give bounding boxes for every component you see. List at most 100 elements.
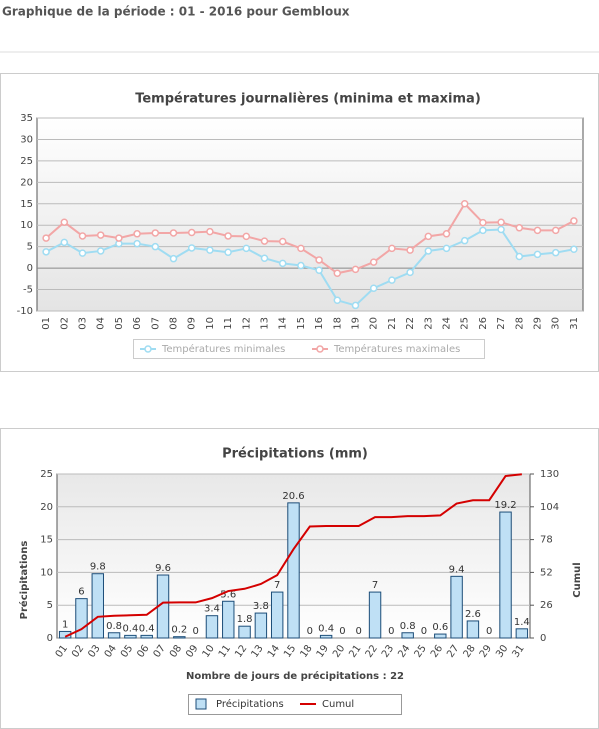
x-tick-label: 27 xyxy=(496,317,507,330)
chart-title: Précipitations (mm) xyxy=(222,447,368,462)
point xyxy=(42,248,50,256)
value-label: 3.8 xyxy=(253,601,269,612)
x-tick-label: 22 xyxy=(405,317,416,330)
point xyxy=(115,234,123,242)
cumul-line xyxy=(64,473,522,638)
bar xyxy=(466,620,480,639)
point xyxy=(297,261,305,270)
value-label: 0.4 xyxy=(139,623,155,634)
point xyxy=(533,250,542,259)
value-label: 0 xyxy=(339,626,345,637)
value-label: 7 xyxy=(372,580,378,591)
legend-label: Températures maximales xyxy=(333,343,460,355)
bar xyxy=(515,628,529,639)
bar xyxy=(450,575,463,639)
point xyxy=(96,231,105,239)
x-tick-label: 04 xyxy=(96,317,107,330)
y-tick-label: 35 xyxy=(20,113,33,124)
point xyxy=(442,230,451,238)
bar xyxy=(254,612,268,639)
point xyxy=(187,228,196,237)
x-tick-label: 28 xyxy=(514,317,525,330)
legend-symbol xyxy=(144,345,152,353)
x-tick-label: 07 xyxy=(150,317,161,330)
bar xyxy=(499,511,512,639)
y-tick-label: -5 xyxy=(23,285,33,296)
point xyxy=(224,248,232,256)
point xyxy=(551,226,560,235)
x-tick-label: 29 xyxy=(533,317,544,330)
bar xyxy=(91,573,104,639)
point xyxy=(351,265,360,274)
point xyxy=(260,254,269,262)
x-tick-label: 06 xyxy=(132,317,143,330)
value-label: 0.8 xyxy=(400,621,416,632)
y-tick-label: 15 xyxy=(20,199,33,210)
page-title: Graphique de la période : 01 - 2016 pour… xyxy=(2,5,350,19)
legend-label: Cumul xyxy=(322,699,354,710)
point xyxy=(96,247,105,255)
point xyxy=(78,249,87,257)
x-tick-label: 11 xyxy=(223,317,234,330)
legend-symbol xyxy=(195,698,207,710)
bar xyxy=(401,632,414,639)
point xyxy=(133,230,141,238)
point xyxy=(388,244,396,253)
x-tick-label: 19 xyxy=(351,317,362,330)
point xyxy=(169,254,178,263)
bar xyxy=(287,502,300,639)
plot-area xyxy=(36,117,584,312)
value-label: 9.8 xyxy=(90,562,106,573)
point xyxy=(515,252,524,261)
x-tick-label: 05 xyxy=(114,317,125,330)
bar xyxy=(140,634,153,639)
legend-box xyxy=(133,339,485,359)
bar xyxy=(238,625,251,639)
y-tick-label: 25 xyxy=(20,156,33,167)
y-tick-label: 20 xyxy=(40,502,53,513)
value-label: 1.8 xyxy=(237,614,253,625)
point xyxy=(206,246,214,254)
value-label: 3.4 xyxy=(204,604,220,615)
point xyxy=(78,232,87,240)
point xyxy=(460,236,469,245)
point xyxy=(151,242,160,251)
value-label: 9.4 xyxy=(449,564,465,575)
x-tick-label: 12 xyxy=(241,317,252,330)
value-label: 0.2 xyxy=(171,625,187,636)
bar xyxy=(107,632,121,639)
x-tick-label: 16 xyxy=(314,317,325,330)
y-tick-label: 5 xyxy=(27,242,33,253)
point xyxy=(424,232,433,241)
point xyxy=(388,276,396,284)
point xyxy=(369,258,378,266)
point xyxy=(497,218,505,226)
bar xyxy=(75,598,88,639)
point xyxy=(442,244,451,253)
y-tick-label: 15 xyxy=(40,535,53,546)
point xyxy=(515,224,524,232)
y-tick-label: 10 xyxy=(40,567,53,578)
bar xyxy=(205,615,219,639)
point xyxy=(206,227,214,236)
x-tick-label: 02 xyxy=(59,317,70,330)
x-tick-label: 21 xyxy=(387,317,398,330)
point xyxy=(497,225,505,234)
value-label: 5.6 xyxy=(220,589,236,600)
bar xyxy=(368,591,382,639)
point xyxy=(315,256,323,264)
x-tick-label: 01 xyxy=(41,317,52,330)
x-tick-label: 24 xyxy=(442,317,453,330)
x-tick-label: 10 xyxy=(205,317,216,330)
point xyxy=(133,239,141,248)
point xyxy=(151,229,160,237)
y2-tick-label: 26 xyxy=(540,600,553,611)
bar xyxy=(319,634,333,639)
point xyxy=(169,229,178,237)
y-tick-label: 0 xyxy=(27,263,33,274)
x-tick-label: 31 xyxy=(569,317,580,330)
x-tick-label: 14 xyxy=(278,317,289,330)
legend-box xyxy=(188,694,402,715)
